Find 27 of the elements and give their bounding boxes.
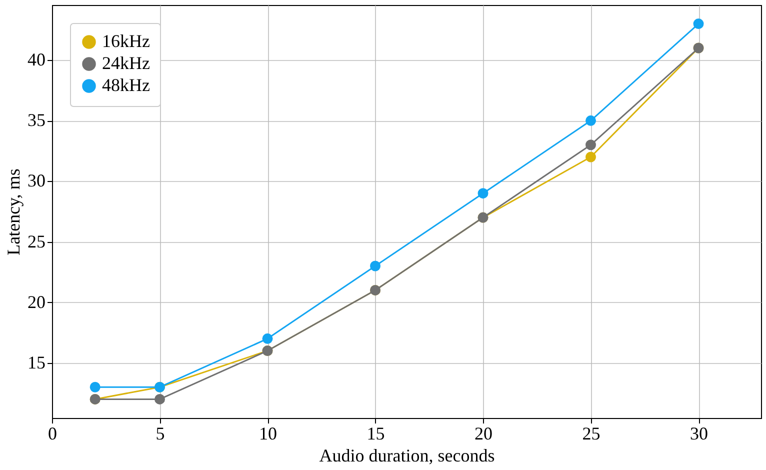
point [90,382,100,392]
y-tick-label: 25 [28,231,46,252]
point [586,115,596,126]
y-tick-label: 30 [28,170,46,191]
point [586,140,596,150]
y-tick-label: 35 [28,110,46,130]
legend-label: 24kHz [102,53,150,73]
x-tick-label: 30 [690,424,708,444]
y-axis-title: Latency, ms [4,168,24,256]
point [478,188,488,199]
point [693,18,704,30]
x-axis-title: Audio duration, seconds [319,446,495,466]
y-tick-label: 20 [28,292,46,312]
x-tick-label: 0 [48,424,57,444]
point [370,260,380,272]
y-tick-label: 40 [28,50,46,70]
y-tick-label: 15 [28,352,46,372]
x-tick-label: 20 [474,424,493,444]
point [262,333,273,344]
legend-label: 16kHz [102,31,150,51]
x-tick-label: 5 [156,424,165,444]
point [154,394,165,404]
x-tick-label: 25 [582,424,600,444]
point [586,152,596,162]
x-tick-label: 15 [366,424,385,444]
x-tick-label: 10 [259,424,277,444]
legend-label: 48kHz [102,75,150,95]
